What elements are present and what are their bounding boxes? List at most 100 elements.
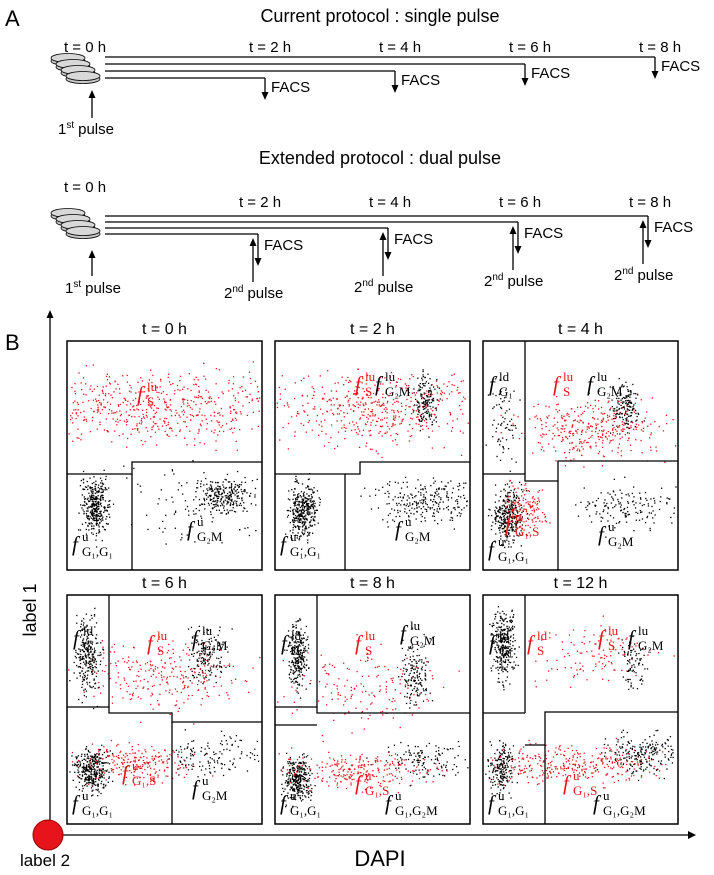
cell-dot bbox=[635, 397, 637, 399]
cell-dot bbox=[427, 404, 429, 406]
cell-dot bbox=[502, 523, 505, 525]
cell-dot bbox=[617, 392, 619, 394]
cell-dot bbox=[166, 433, 168, 436]
cell-dot bbox=[129, 669, 131, 671]
cell-dot bbox=[103, 746, 105, 748]
cell-dot bbox=[93, 502, 95, 505]
cell-dot bbox=[134, 752, 136, 754]
cell-dot bbox=[523, 529, 525, 531]
cell-dot bbox=[417, 401, 419, 403]
cell-dot bbox=[87, 646, 89, 648]
cell-dot bbox=[561, 425, 563, 427]
cell-dot bbox=[509, 492, 511, 494]
cell-dot bbox=[160, 755, 162, 757]
cell-dot bbox=[304, 501, 306, 503]
cell-dot bbox=[301, 515, 303, 517]
cell-dot bbox=[300, 509, 302, 512]
cell-dot bbox=[304, 505, 306, 508]
cell-dot bbox=[74, 763, 76, 765]
cell-dot bbox=[507, 448, 510, 450]
cell-dot bbox=[613, 478, 615, 480]
cell-dot bbox=[208, 487, 210, 489]
cell-dot bbox=[494, 518, 496, 520]
cell-dot bbox=[446, 423, 449, 425]
cell-dot bbox=[255, 530, 257, 532]
cell-dot bbox=[429, 389, 432, 391]
cell-dot bbox=[551, 438, 554, 440]
cell-dot bbox=[135, 660, 138, 662]
cell-dot bbox=[513, 530, 516, 532]
cell-dot bbox=[231, 388, 234, 390]
cell-dot bbox=[420, 415, 422, 418]
cell-dot bbox=[93, 768, 96, 770]
cell-dot bbox=[239, 502, 242, 505]
cell-dot bbox=[187, 677, 189, 679]
cell-dot bbox=[312, 508, 315, 510]
cell-dot bbox=[525, 511, 527, 513]
cell-dot bbox=[319, 375, 321, 377]
cell-dot bbox=[519, 516, 521, 518]
cell-dot bbox=[446, 491, 448, 493]
cell-dot bbox=[627, 501, 629, 503]
cell-dot bbox=[307, 504, 309, 506]
cell-dot bbox=[123, 759, 125, 761]
cell-dot bbox=[100, 497, 102, 499]
cell-dot bbox=[91, 482, 93, 485]
cell-dot bbox=[90, 407, 92, 410]
cell-dot bbox=[212, 775, 214, 777]
panel-label: B bbox=[5, 330, 20, 355]
cell-dot bbox=[108, 755, 110, 757]
cell-dot bbox=[423, 405, 425, 407]
cell-dot bbox=[91, 760, 94, 763]
cell-dot bbox=[218, 657, 220, 660]
cell-dot bbox=[162, 762, 164, 764]
cell-dot bbox=[581, 431, 583, 433]
cell-dot bbox=[82, 645, 84, 647]
cell-dot bbox=[497, 423, 499, 425]
cell-dot bbox=[105, 664, 107, 667]
cell-dot bbox=[429, 402, 431, 404]
cell-dot bbox=[426, 395, 428, 397]
cell-dot bbox=[78, 372, 80, 374]
cell-dot bbox=[616, 411, 618, 413]
cell-dot bbox=[79, 650, 82, 653]
cell-dot bbox=[418, 420, 421, 422]
cell-dot bbox=[512, 491, 515, 494]
cell-dot bbox=[178, 764, 180, 766]
cell-dot bbox=[615, 413, 617, 415]
cell-dot bbox=[84, 486, 87, 488]
cell-dot bbox=[108, 409, 111, 411]
cell-dot bbox=[384, 397, 387, 399]
cell-dot bbox=[244, 389, 247, 391]
cell-dot bbox=[171, 693, 173, 695]
cell-dot bbox=[162, 520, 164, 523]
cell-dot bbox=[145, 397, 147, 399]
cell-dot bbox=[413, 405, 415, 407]
cell-dot bbox=[105, 756, 107, 759]
cell-dot bbox=[318, 424, 320, 426]
cell-dot bbox=[306, 518, 308, 520]
cell-dot bbox=[612, 408, 614, 410]
cell-dot bbox=[619, 416, 621, 419]
cell-dot bbox=[86, 662, 88, 664]
cell-dot bbox=[102, 386, 104, 388]
cell-dot bbox=[514, 503, 516, 505]
cell-dot bbox=[74, 383, 76, 385]
cell-dot bbox=[313, 500, 315, 502]
cell-dot bbox=[396, 410, 399, 412]
cell-dot bbox=[89, 776, 91, 778]
cell-dot bbox=[100, 515, 102, 517]
gate-line bbox=[345, 461, 470, 475]
cell-dot bbox=[306, 501, 308, 503]
pulse-label: 2nd pulse bbox=[224, 284, 283, 302]
cell-dot bbox=[425, 509, 428, 511]
cell-dot bbox=[316, 509, 318, 511]
cell-dot bbox=[209, 657, 211, 659]
cell-dot bbox=[580, 414, 582, 416]
cell-dot bbox=[597, 418, 599, 420]
cell-dot bbox=[425, 403, 427, 405]
cell-dot bbox=[101, 409, 103, 411]
cell-dot bbox=[91, 525, 93, 527]
cell-dot bbox=[160, 380, 162, 382]
cell-dot bbox=[595, 504, 597, 507]
